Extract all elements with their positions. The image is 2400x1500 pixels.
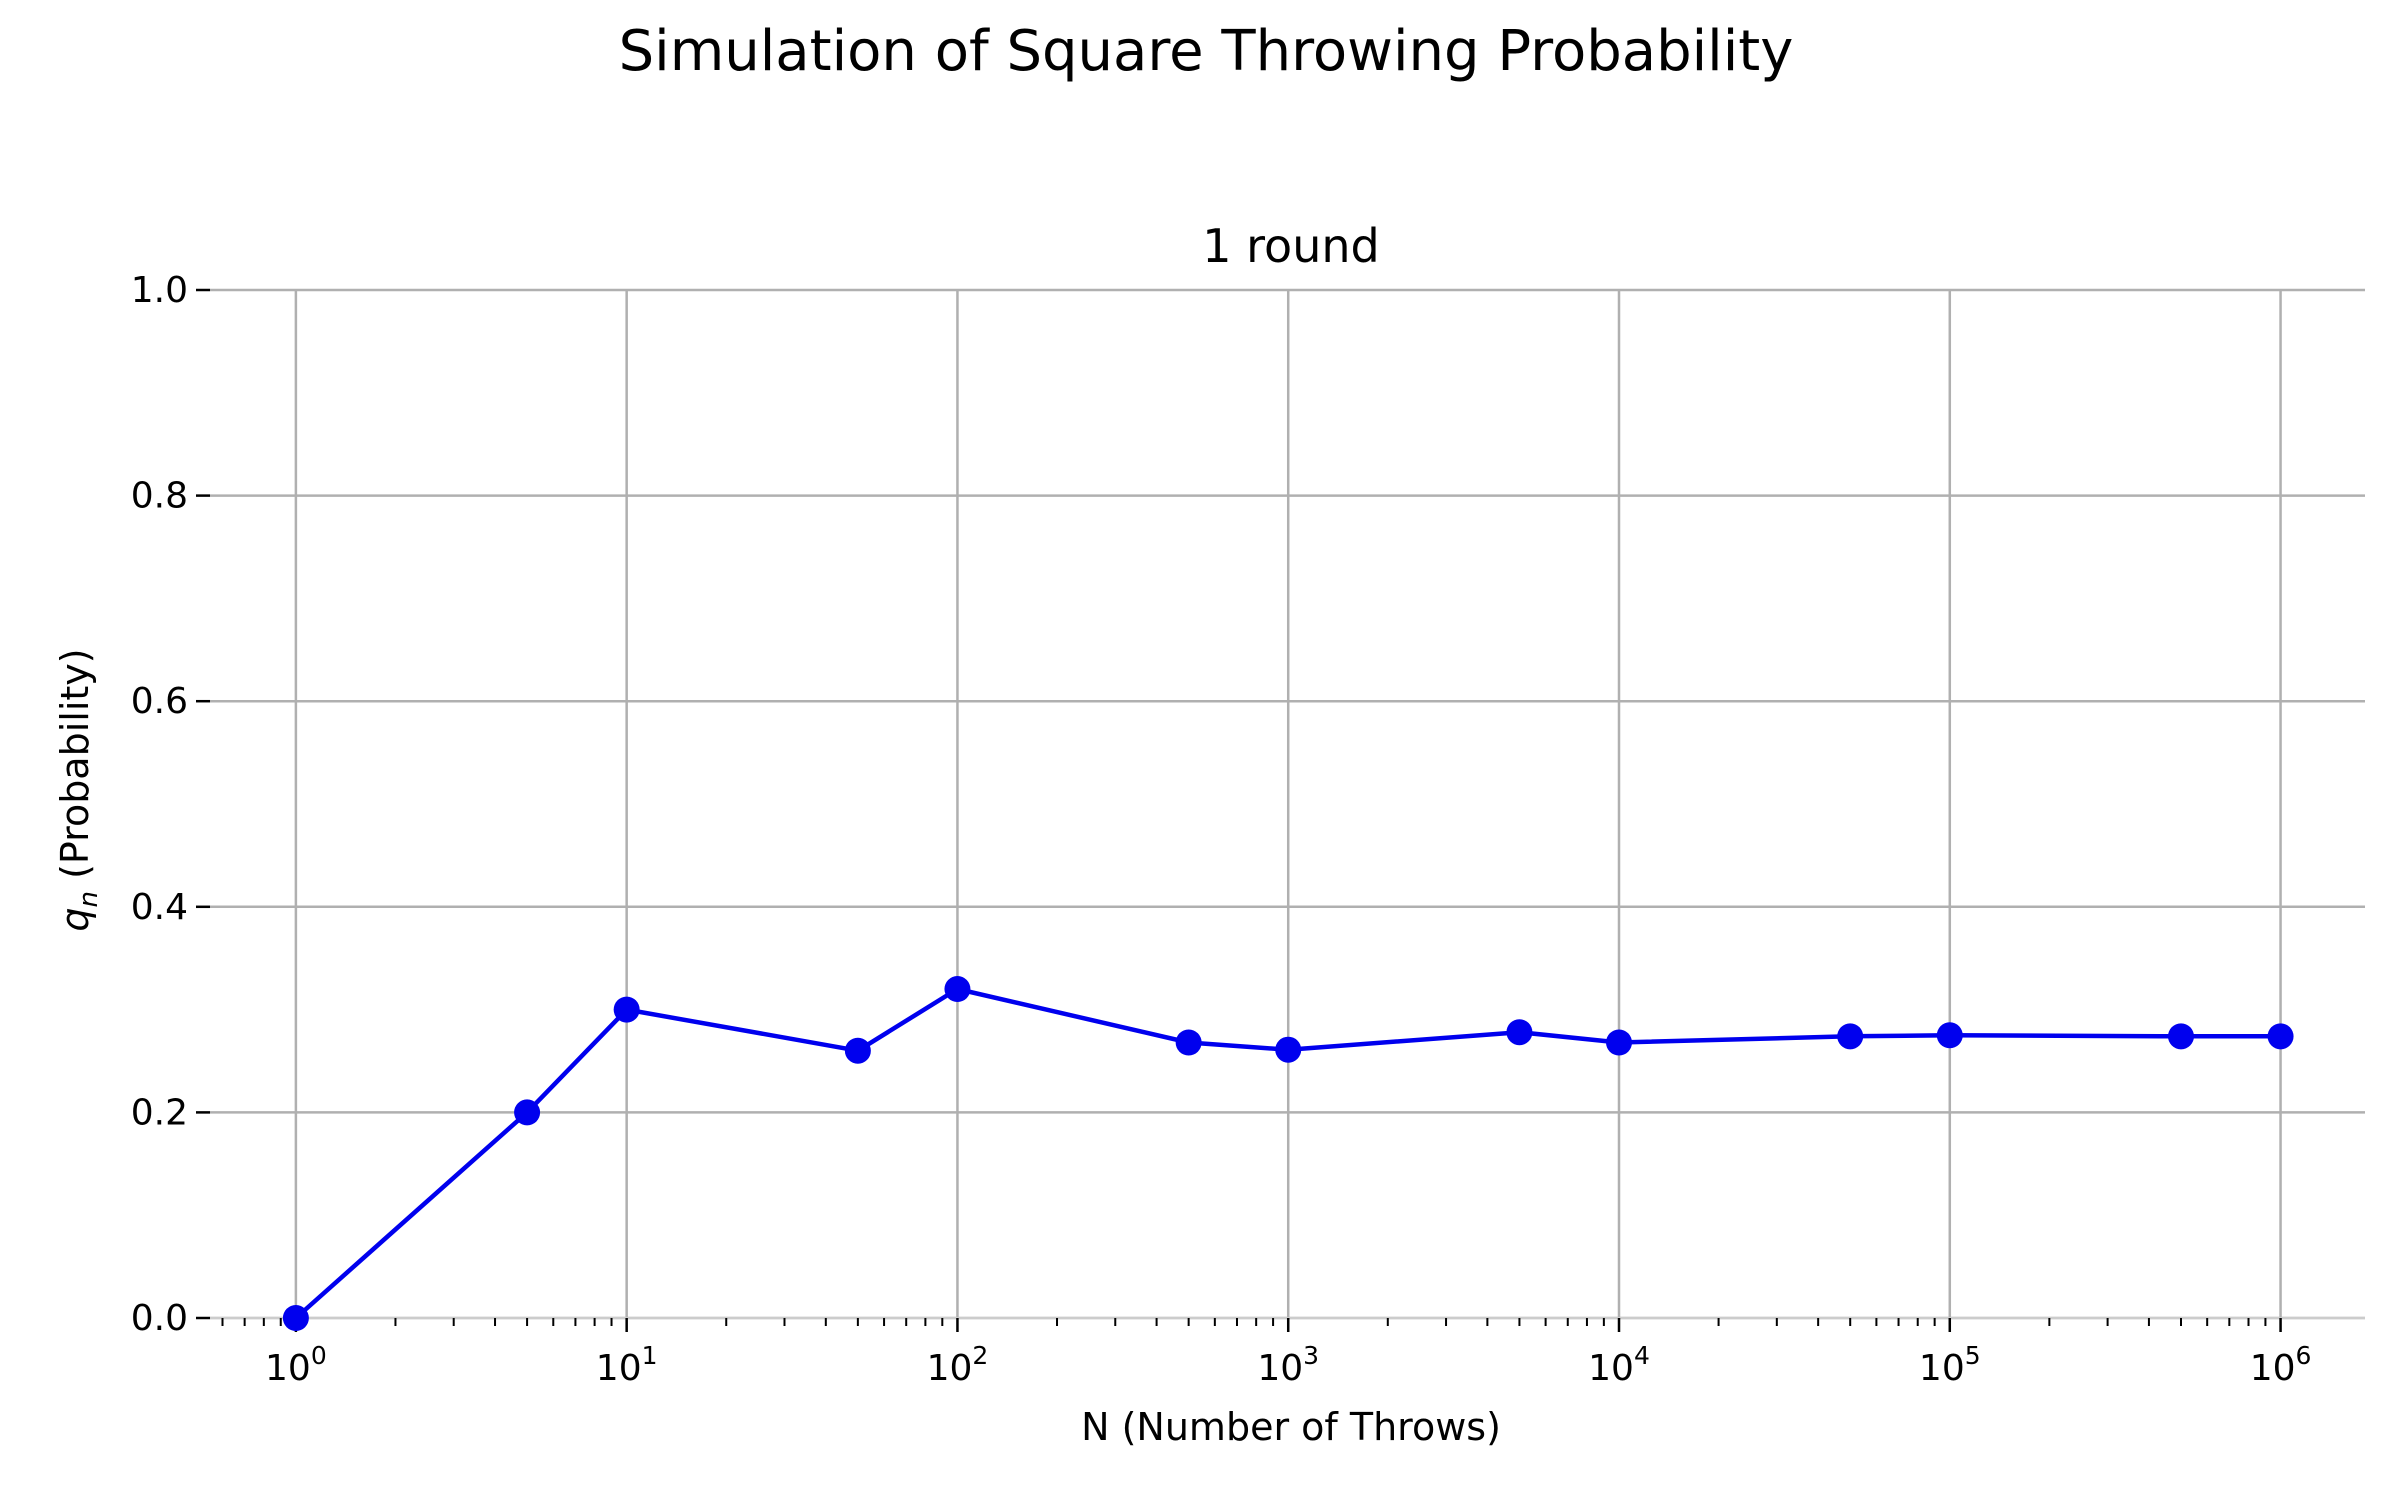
data-point [2167,1023,2194,1050]
x-tick-label: 104 [1588,1341,1650,1389]
axes-title: 1 round [1202,219,1379,273]
data-point [1606,1029,1633,1056]
y-tick-label: 0.0 [131,1298,188,1339]
data-point [1837,1023,1864,1050]
x-axis-ticks: 100 101 102 103 104 105 106 [265,1318,2311,1389]
data-point [944,976,971,1003]
y-tick-label: 0.6 [131,681,188,722]
data-point [514,1099,541,1126]
data-point [1175,1029,1202,1056]
data-point [1506,1019,1533,1046]
x-tick-label: 105 [1919,1341,1981,1389]
y-axis-ticks: 0.0 0.2 0.4 0.6 0.8 1.0 [131,270,210,1339]
x-tick-label: 106 [2250,1341,2312,1389]
data-point [1936,1022,1963,1049]
figure-title: Simulation of Square Throwing Probabilit… [619,19,1794,84]
data-point [613,996,640,1023]
y-tick-label: 0.4 [131,887,188,928]
series-probability [282,976,2294,1331]
x-tick-label: 100 [265,1341,327,1389]
grid-lines [210,288,2365,1320]
y-axis-label: qn (Probability) [53,648,104,931]
y-tick-label: 1.0 [131,270,188,311]
data-point [844,1037,871,1064]
x-tick-label: 102 [927,1341,989,1389]
x-axis-label: N (Number of Throws) [1081,1405,1501,1449]
data-point [282,1305,309,1331]
x-tick-label: 103 [1257,1341,1319,1389]
x-tick-label: 101 [596,1341,658,1389]
y-tick-label: 0.2 [131,1092,188,1133]
x-minor-ticks [221,1318,2267,1326]
data-point [1275,1036,1302,1063]
y-tick-label: 0.8 [131,476,188,517]
data-point [2267,1023,2294,1050]
